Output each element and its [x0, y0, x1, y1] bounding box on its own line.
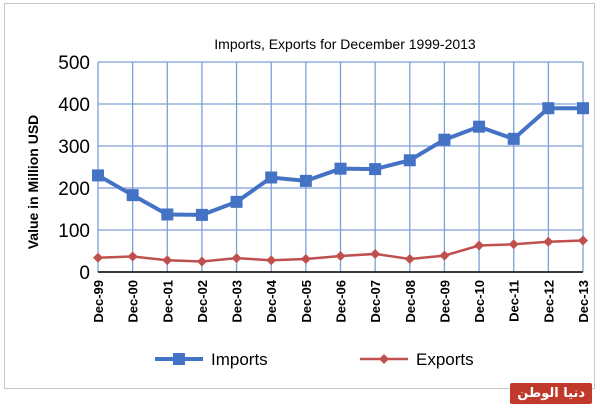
data-point-imports: [369, 163, 382, 176]
data-point-imports: [507, 132, 520, 145]
data-point-imports: [299, 174, 312, 187]
y-axis-label: Value in Million USD: [25, 115, 41, 250]
y-tick-label: 500: [58, 53, 90, 74]
legend-label-imports: Imports: [211, 350, 268, 369]
legend-label-exports: Exports: [416, 350, 474, 369]
y-tick-label: 400: [58, 95, 90, 116]
data-point-imports: [438, 133, 451, 146]
x-tick-label: Dec-10: [472, 280, 487, 323]
line-chart: Imports, Exports for December 1999-2013 …: [25, 36, 591, 369]
data-point-exports: [127, 251, 138, 262]
legend-marker-square: [173, 353, 185, 365]
data-point-exports: [578, 235, 588, 246]
x-tick-label: Dec-07: [368, 280, 383, 323]
data-point-exports: [300, 253, 311, 264]
x-tick-label: Dec-12: [541, 280, 556, 323]
data-point-exports: [335, 251, 346, 262]
data-point-exports: [439, 250, 450, 261]
data-point-exports: [231, 253, 242, 264]
data-point-exports: [196, 256, 207, 267]
x-tick-label: Dec-05: [299, 280, 314, 323]
data-point-exports: [404, 253, 415, 264]
data-point-imports: [577, 102, 589, 115]
y-tick-labels: 0 100 200 300 400 500: [58, 53, 90, 284]
legend: Imports Exports: [155, 350, 474, 369]
data-point-imports: [334, 162, 347, 175]
x-tick-labels: Dec-99 Dec-00 Dec-01 Dec-02 Dec-03 Dec-04 Dec-…: [91, 279, 591, 322]
x-tick-label: Dec-08: [403, 280, 418, 323]
site-watermark: دنيا الوطن: [510, 383, 592, 404]
data-point-exports: [93, 252, 103, 263]
x-tick-label: Dec-11: [507, 280, 522, 322]
x-tick-label: Dec-03: [230, 280, 245, 323]
x-tick-label: Dec-02: [195, 280, 210, 323]
x-tick-label: Dec-00: [126, 280, 141, 323]
data-point-imports: [473, 120, 486, 133]
data-point-exports: [474, 240, 485, 251]
legend-marker-diamond: [379, 354, 389, 364]
data-point-exports: [508, 239, 519, 250]
series-lines: [92, 102, 589, 267]
data-point-imports: [230, 195, 243, 208]
y-tick-label: 0: [79, 263, 90, 284]
x-tick-label: Dec-13: [576, 280, 591, 323]
data-point-imports: [92, 169, 104, 182]
data-point-exports: [266, 255, 277, 266]
x-tick-label: Dec-04: [264, 279, 279, 322]
data-point-imports: [195, 208, 208, 221]
y-tick-label: 300: [58, 137, 90, 158]
data-point-exports: [162, 255, 173, 266]
chart-frame: Imports, Exports for December 1999-2013 …: [4, 3, 595, 389]
data-point-imports: [265, 171, 278, 184]
x-tick-label: Dec-01: [160, 280, 175, 323]
y-tick-label: 200: [58, 179, 90, 200]
y-tick-label: 100: [58, 221, 90, 242]
data-point-exports: [543, 236, 554, 247]
x-tick-label: Dec-06: [334, 280, 349, 323]
x-tick-label: Dec-99: [91, 280, 106, 323]
data-point-imports: [542, 102, 555, 115]
data-point-imports: [126, 189, 139, 202]
data-point-exports: [370, 248, 381, 259]
x-tick-label: Dec-09: [437, 280, 452, 323]
chart-title: Imports, Exports for December 1999-2013: [214, 36, 476, 52]
data-point-imports: [161, 208, 174, 221]
data-point-imports: [403, 154, 416, 167]
